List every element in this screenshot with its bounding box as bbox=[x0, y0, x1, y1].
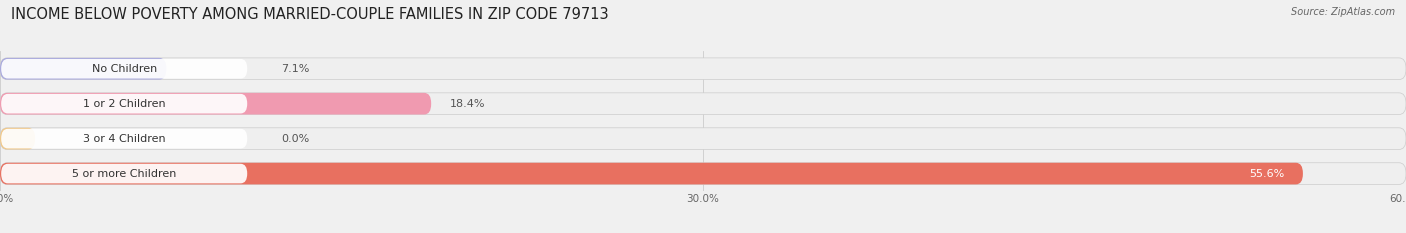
FancyBboxPatch shape bbox=[1, 164, 247, 183]
FancyBboxPatch shape bbox=[0, 128, 1406, 150]
FancyBboxPatch shape bbox=[0, 93, 1406, 115]
FancyBboxPatch shape bbox=[0, 93, 432, 115]
Text: 18.4%: 18.4% bbox=[450, 99, 485, 109]
Text: 3 or 4 Children: 3 or 4 Children bbox=[83, 134, 166, 144]
FancyBboxPatch shape bbox=[0, 163, 1303, 185]
Text: 55.6%: 55.6% bbox=[1249, 169, 1284, 178]
FancyBboxPatch shape bbox=[1, 94, 247, 113]
Text: No Children: No Children bbox=[91, 64, 157, 74]
Text: 0.0%: 0.0% bbox=[281, 134, 309, 144]
FancyBboxPatch shape bbox=[1, 129, 247, 148]
Text: Source: ZipAtlas.com: Source: ZipAtlas.com bbox=[1291, 7, 1395, 17]
Text: INCOME BELOW POVERTY AMONG MARRIED-COUPLE FAMILIES IN ZIP CODE 79713: INCOME BELOW POVERTY AMONG MARRIED-COUPL… bbox=[11, 7, 609, 22]
FancyBboxPatch shape bbox=[0, 58, 166, 80]
FancyBboxPatch shape bbox=[0, 128, 35, 150]
FancyBboxPatch shape bbox=[0, 58, 1406, 80]
FancyBboxPatch shape bbox=[0, 163, 1406, 185]
Text: 5 or more Children: 5 or more Children bbox=[72, 169, 176, 178]
Text: 1 or 2 Children: 1 or 2 Children bbox=[83, 99, 166, 109]
Text: 7.1%: 7.1% bbox=[281, 64, 309, 74]
FancyBboxPatch shape bbox=[1, 59, 247, 79]
